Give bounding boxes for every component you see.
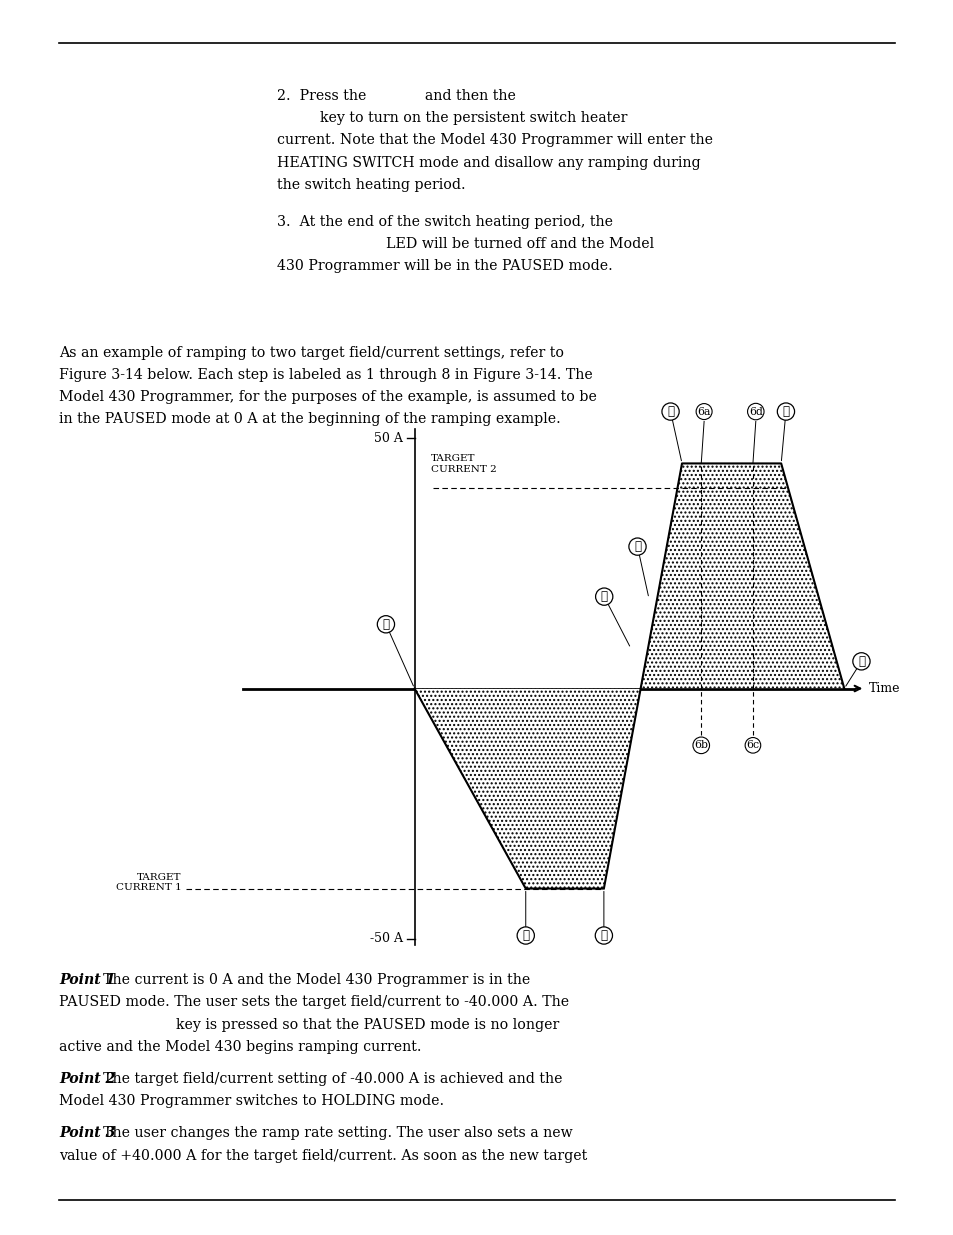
Text: 430 Programmer will be in the PAUSED mode.: 430 Programmer will be in the PAUSED mod… — [276, 259, 612, 273]
Text: As an example of ramping to two target field/current settings, refer to: As an example of ramping to two target f… — [59, 346, 563, 359]
Text: 6c: 6c — [745, 740, 759, 751]
Text: ①: ① — [382, 618, 389, 631]
Text: 2.  Press the             and then the: 2. Press the and then the — [276, 89, 515, 103]
Text: 6b: 6b — [694, 740, 707, 751]
Text: LED will be turned off and the Model: LED will be turned off and the Model — [386, 237, 654, 251]
Text: TARGET
CURRENT 2: TARGET CURRENT 2 — [430, 454, 496, 473]
Text: ⑤: ⑤ — [634, 540, 640, 553]
Text: ⑧: ⑧ — [857, 655, 864, 668]
Polygon shape — [640, 463, 843, 689]
Text: Point 3: Point 3 — [59, 1126, 115, 1140]
Text: . The current is 0 A and the Model 430 Programmer is in the: . The current is 0 A and the Model 430 P… — [94, 973, 530, 987]
Text: 6a: 6a — [697, 406, 710, 416]
Text: value of +40.000 A for the target field/current. As soon as the new target: value of +40.000 A for the target field/… — [59, 1149, 587, 1162]
Text: ④: ④ — [600, 590, 607, 603]
Text: the switch heating period.: the switch heating period. — [276, 178, 465, 191]
Text: Model 430 Programmer switches to HOLDING mode.: Model 430 Programmer switches to HOLDING… — [59, 1094, 444, 1108]
Text: ③: ③ — [599, 929, 607, 942]
Polygon shape — [415, 689, 640, 889]
Text: Model 430 Programmer, for the purposes of the example, is assumed to be: Model 430 Programmer, for the purposes o… — [59, 390, 597, 404]
Text: ⑥: ⑥ — [666, 405, 674, 419]
Text: 3.  At the end of the switch heating period, the: 3. At the end of the switch heating peri… — [276, 215, 612, 228]
Text: active and the Model 430 begins ramping current.: active and the Model 430 begins ramping … — [59, 1040, 421, 1053]
Text: ⑦: ⑦ — [781, 405, 789, 419]
Text: in the PAUSED mode at 0 A at the beginning of the ramping example.: in the PAUSED mode at 0 A at the beginni… — [59, 412, 560, 426]
Text: Point 2: Point 2 — [59, 1072, 115, 1086]
Text: . The target field/current setting of -40.000 A is achieved and the: . The target field/current setting of -4… — [94, 1072, 562, 1086]
Text: . The user changes the ramp rate setting. The user also sets a new: . The user changes the ramp rate setting… — [94, 1126, 573, 1140]
Text: key to turn on the persistent switch heater: key to turn on the persistent switch hea… — [319, 111, 626, 125]
Text: Time: Time — [868, 682, 900, 695]
Text: 50 A: 50 A — [374, 432, 403, 445]
Text: PAUSED mode. The user sets the target field/current to -40.000 A. The: PAUSED mode. The user sets the target fi… — [59, 995, 569, 1009]
Text: TARGET
CURRENT 1: TARGET CURRENT 1 — [115, 873, 181, 892]
Text: HEATING SWITCH mode and disallow any ramping during: HEATING SWITCH mode and disallow any ram… — [276, 156, 700, 169]
Text: current. Note that the Model 430 Programmer will enter the: current. Note that the Model 430 Program… — [276, 133, 712, 147]
Text: Figure 3-14 below. Each step is labeled as 1 through 8 in Figure 3-14. The: Figure 3-14 below. Each step is labeled … — [59, 368, 592, 382]
Text: key is pressed so that the PAUSED mode is no longer: key is pressed so that the PAUSED mode i… — [176, 1018, 559, 1031]
Text: 6d: 6d — [748, 406, 762, 416]
Text: ②: ② — [521, 929, 529, 942]
Text: Point 1: Point 1 — [59, 973, 115, 987]
Text: -50 A: -50 A — [370, 932, 403, 945]
